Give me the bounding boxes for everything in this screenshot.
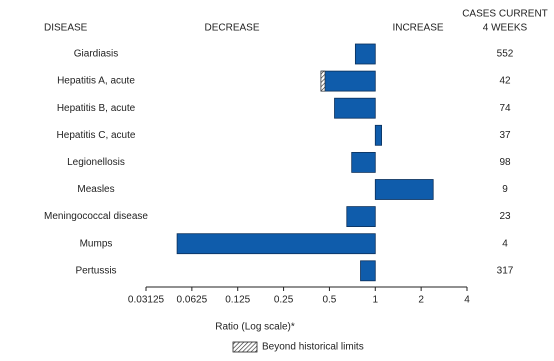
cases-value: 317 [497,265,514,276]
x-tick-label: 1 [373,295,379,306]
bar [351,151,376,173]
category-label: Meningococcal disease [44,211,148,222]
bar [176,233,376,255]
bar [334,97,376,119]
category-label: Hepatitis A, acute [57,76,135,87]
column-header: DISEASE [44,23,88,34]
category-label: Pertussis [75,265,116,276]
cases-value: 23 [499,211,511,222]
increase-label: INCREASE [392,23,443,34]
category-label: Legionellosis [67,157,125,168]
cases-value: 98 [499,157,511,168]
category-label: Mumps [80,238,113,249]
x-tick-label: 0.125 [225,295,250,306]
cases-value: 552 [497,49,514,60]
x-axis-label: Ratio (Log scale)* [215,322,295,333]
bar [320,70,376,92]
bar [374,124,382,146]
decrease-label: DECREASE [204,23,259,34]
cases-value: 37 [499,130,511,141]
cases-header: CASES CURRENT [462,9,548,20]
legend-label: Beyond historical limits [262,342,364,353]
bar [346,206,376,228]
cases-value: 74 [499,103,511,114]
beyond-limits [320,70,326,92]
bar [354,43,376,65]
x-tick-label: 4 [464,295,470,306]
cases-value: 42 [499,76,511,87]
cases-value: 4 [502,238,508,249]
bar [360,260,376,282]
legend-swatch [232,341,258,353]
x-tick-label: 0.03125 [128,295,165,306]
x-tick-label: 0.0625 [177,295,208,306]
x-tick-label: 0.25 [274,295,294,306]
category-label: Giardiasis [74,49,118,60]
category-label: Hepatitis C, acute [57,130,136,141]
bar [374,179,434,200]
category-label: Hepatitis B, acute [57,103,136,114]
cases-value: 9 [502,184,508,195]
cases-header: 4 WEEKS [483,23,528,34]
category-label: Measles [77,184,114,195]
x-tick-label: 0.5 [322,295,336,306]
x-tick-label: 2 [418,295,424,306]
